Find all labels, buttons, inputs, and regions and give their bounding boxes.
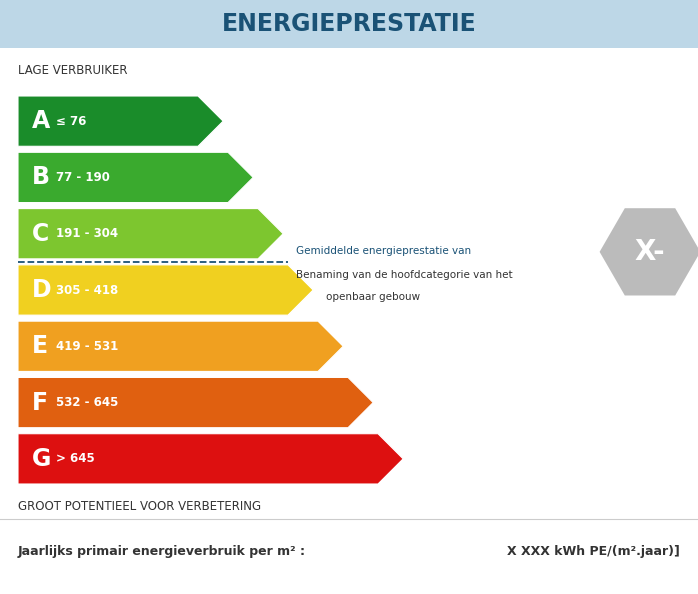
Text: C: C bbox=[32, 222, 50, 246]
Text: F: F bbox=[32, 391, 48, 415]
Text: GROOT POTENTIEEL VOOR VERBETERING: GROOT POTENTIEEL VOOR VERBETERING bbox=[18, 500, 261, 513]
Polygon shape bbox=[18, 208, 283, 259]
Polygon shape bbox=[18, 265, 313, 315]
Text: 532 - 645: 532 - 645 bbox=[56, 396, 119, 409]
Text: LAGE VERBRUIKER: LAGE VERBRUIKER bbox=[18, 64, 128, 77]
Text: Gemiddelde energieprestatie van: Gemiddelde energieprestatie van bbox=[296, 246, 471, 256]
Text: X-: X- bbox=[634, 238, 665, 266]
Text: > 645: > 645 bbox=[56, 453, 95, 465]
Text: 191 - 304: 191 - 304 bbox=[56, 228, 118, 240]
Text: D: D bbox=[32, 278, 52, 302]
Text: Benaming van de hoofdcategorie van het: Benaming van de hoofdcategorie van het bbox=[296, 270, 513, 280]
Bar bbox=[0, 0, 698, 48]
Text: Jaarlijks primair energieverbruik per m² :: Jaarlijks primair energieverbruik per m²… bbox=[18, 545, 306, 558]
Text: B: B bbox=[32, 165, 50, 189]
Text: E: E bbox=[32, 334, 48, 358]
Polygon shape bbox=[18, 96, 223, 146]
Polygon shape bbox=[18, 377, 373, 428]
Text: 77 - 190: 77 - 190 bbox=[56, 171, 110, 184]
Text: X XXX kWh PE/(m².jaar)]: X XXX kWh PE/(m².jaar)] bbox=[507, 545, 680, 558]
Polygon shape bbox=[18, 152, 253, 203]
Polygon shape bbox=[18, 321, 343, 371]
Text: ENERGIEPRESTATIE: ENERGIEPRESTATIE bbox=[222, 12, 476, 36]
Text: openbaar gebouw: openbaar gebouw bbox=[326, 292, 420, 302]
Text: 419 - 531: 419 - 531 bbox=[56, 340, 118, 353]
Text: A: A bbox=[32, 109, 50, 133]
Polygon shape bbox=[18, 434, 403, 484]
Text: G: G bbox=[32, 447, 52, 471]
Text: 305 - 418: 305 - 418 bbox=[56, 283, 118, 296]
Text: ≤ 76: ≤ 76 bbox=[56, 115, 87, 128]
Polygon shape bbox=[598, 207, 698, 297]
